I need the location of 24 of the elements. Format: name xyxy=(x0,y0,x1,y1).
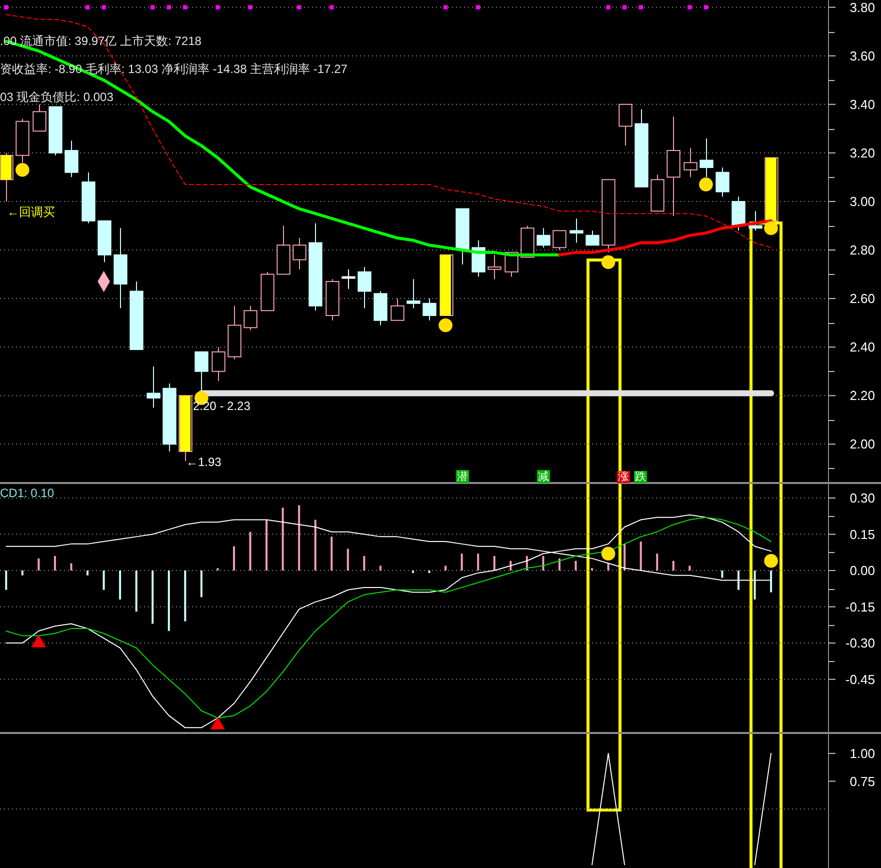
y-tick-label: 3.00 xyxy=(850,194,875,209)
y-tick-label: 0.30 xyxy=(850,490,875,506)
y-tick-label: 0.00 xyxy=(850,563,875,578)
y-tick-label: 0.75 xyxy=(850,774,875,789)
y-tick-label: -0.30 xyxy=(845,636,875,651)
y-tick-label: 1.00 xyxy=(850,746,875,761)
annotation: 03 现金负债比: 0.003 xyxy=(0,90,114,104)
annotation: CD1: 0.10 xyxy=(0,486,54,500)
annotation: 资收益率: -8.90 毛利率: 13.03 净利润率 -14.38 主营利润率 -17.27 xyxy=(0,62,348,76)
y-tick-label: -0.15 xyxy=(845,599,875,614)
y-tick-label: -0.45 xyxy=(845,672,875,687)
y-tick-label: 3.60 xyxy=(850,48,875,64)
y-tick-label: 2.80 xyxy=(850,242,875,258)
y-tick-label: 3.20 xyxy=(850,145,875,160)
y-tick-label: 3.40 xyxy=(850,96,875,112)
annotation: ←回调买 xyxy=(7,205,55,219)
y-tick-label: 2.00 xyxy=(850,436,875,452)
y-tick-label: 0.15 xyxy=(850,526,875,542)
y-tick-label: 2.20 xyxy=(850,388,875,404)
annotation: ←1.93 xyxy=(186,455,222,469)
annotation: 2.20 - 2.23 xyxy=(193,399,251,413)
y-tick-label: 2.60 xyxy=(850,291,875,306)
y-tick-label: 2.40 xyxy=(850,340,875,355)
y-tick-label: 3.80 xyxy=(850,0,875,15)
